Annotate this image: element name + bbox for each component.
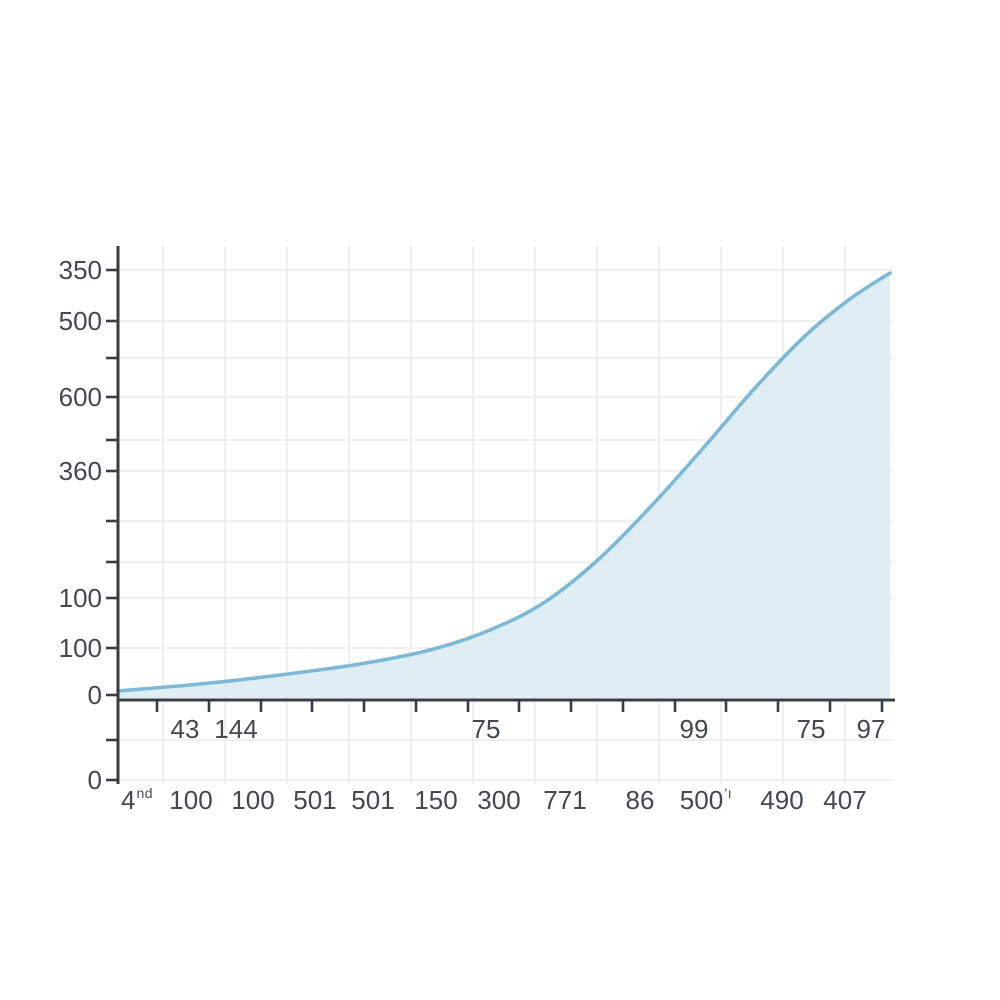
y-axis-label: 0 [87,765,102,795]
y-axis-label: 100 [58,633,102,663]
y-axis-label: 600 [58,382,102,412]
y-axis-label: 500 [58,306,102,336]
x-axis-label: 501 [293,785,337,815]
label-superscript: ’ı [724,785,733,801]
x-axis-label-secondary: 97 [856,714,886,744]
y-axis-label: 350 [58,255,102,285]
y-axis-label: 360 [58,456,102,486]
label-superscript: nd [136,785,154,801]
x-axis-label: 100 [169,785,213,815]
x-axis-label: 86 [625,785,655,815]
x-axis-label-secondary: 43 [170,714,200,744]
x-axis-label-secondary: 144 [214,714,258,744]
y-axis-label: 100 [58,583,102,613]
x-axis-label-secondary: 99 [679,714,709,744]
x-axis-label: 771 [543,785,587,815]
x-axis-label: 4nd [120,785,154,815]
x-axis-label: 407 [823,785,867,815]
x-axis-label: 150 [414,785,458,815]
area-fill [118,273,890,698]
x-axis-label: 490 [760,785,804,815]
x-axis-label-secondary: 75 [796,714,826,744]
series-line [116,271,892,693]
x-axis-label: 501 [351,785,395,815]
x-axis-label: 100 [231,785,275,815]
y-axis-label: 0 [87,680,102,710]
x-axis-label: 500’ı [679,785,733,815]
x-axis-label: 300 [477,785,521,815]
x-axis-label-secondary: 75 [471,714,501,744]
